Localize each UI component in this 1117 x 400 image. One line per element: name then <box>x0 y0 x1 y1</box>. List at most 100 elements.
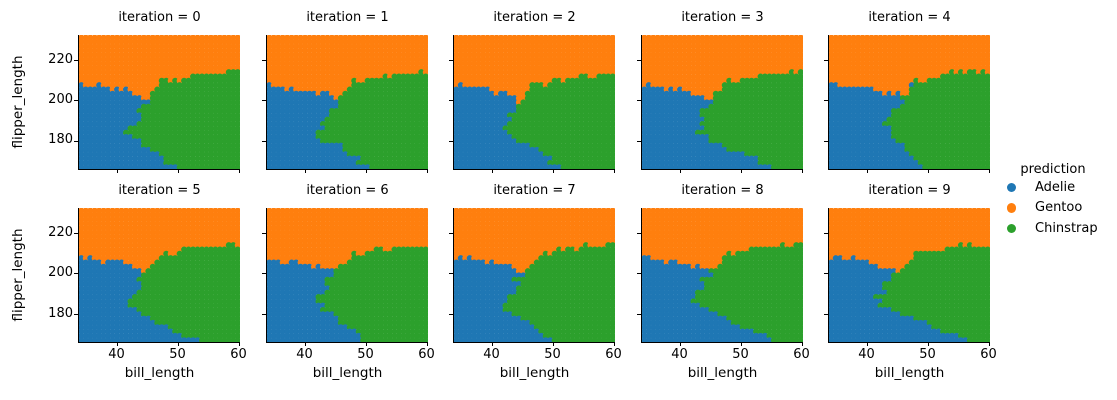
y-tick-mark <box>637 140 641 142</box>
y-tick-mark <box>824 313 828 315</box>
y-tick-mark <box>637 313 641 315</box>
legend-label: Adelie <box>1035 180 1076 195</box>
x-tick-label: 60 <box>793 347 810 362</box>
decision-boundary-plot <box>829 208 990 342</box>
y-tick-mark <box>262 60 266 61</box>
x-tick-mark <box>116 169 118 173</box>
x-tick-label: 50 <box>919 347 936 362</box>
x-tick-mark <box>988 169 990 173</box>
x-tick-label: 60 <box>980 347 997 362</box>
decision-boundary-plot <box>79 35 240 169</box>
x-tick-mark <box>304 169 306 173</box>
facet-iteration-3: iteration = 3 <box>637 10 803 173</box>
decision-boundary-plot <box>454 208 615 342</box>
y-tick-mark <box>637 273 641 275</box>
x-tick-mark <box>740 169 742 173</box>
y-tick-label: 200 <box>48 92 73 107</box>
chinstrap-dot-icon <box>1007 223 1017 234</box>
decision-boundary-plot <box>267 35 428 169</box>
facet-title: iteration = 9 <box>868 183 951 198</box>
y-tick-mark <box>637 233 641 234</box>
adelie-dot-icon <box>1007 183 1017 193</box>
legend-item-gentoo: Gentoo <box>998 198 1117 218</box>
x-tick-label: 50 <box>169 347 186 362</box>
x-tick-mark <box>927 342 929 346</box>
facet-iteration-0: iteration = 0 <box>74 10 240 173</box>
x-tick-mark <box>238 342 240 346</box>
decision-boundary-plot <box>642 208 803 342</box>
x-tick-mark <box>927 169 929 173</box>
y-tick-mark <box>824 140 828 142</box>
x-tick-label: 40 <box>296 347 313 362</box>
legend-item-adelie: Adelie <box>998 178 1117 198</box>
y-tick-label: 200 <box>48 265 73 280</box>
y-tick-mark <box>74 60 78 61</box>
x-axis-label: bill_length <box>499 365 570 381</box>
x-tick-label: 60 <box>605 347 622 362</box>
x-tick-mark <box>988 342 990 346</box>
facet-iteration-6: iteration = 6 40 50 60 bill_length <box>262 183 435 381</box>
legend-label: Gentoo <box>1035 200 1083 216</box>
facet-title: iteration = 5 <box>118 183 201 198</box>
x-tick-mark <box>613 342 615 346</box>
x-tick-label: 60 <box>230 347 247 362</box>
facet-title: iteration = 1 <box>306 10 389 25</box>
y-tick-mark <box>74 313 78 315</box>
y-axis-label-row0: flipper_length <box>10 55 26 149</box>
facet-title: iteration = 3 <box>681 10 764 25</box>
y-tick-mark <box>262 100 266 102</box>
decision-boundary-plot <box>829 35 990 169</box>
facet-iteration-8: iteration = 8 40 50 60 bill_length <box>637 183 810 381</box>
legend-item-chinstrap: Chinstrap <box>998 219 1117 239</box>
facet-title: iteration = 2 <box>493 10 576 25</box>
y-tick-label: 220 <box>48 52 73 67</box>
y-tick-mark <box>74 233 78 234</box>
y-tick-mark <box>449 60 453 61</box>
y-tick-label: 220 <box>48 225 73 240</box>
x-tick-mark <box>426 169 428 173</box>
y-tick-mark <box>449 233 453 234</box>
y-tick-mark <box>262 233 266 234</box>
y-tick-mark <box>74 140 78 142</box>
legend: prediction Adelie Gentoo Chinstrap <box>998 161 1117 239</box>
x-tick-label: 40 <box>108 347 125 362</box>
x-tick-label: 40 <box>858 347 875 362</box>
decision-boundary-plot <box>454 35 615 169</box>
decision-boundary-plot <box>267 208 428 342</box>
y-axis-label-row1: flipper_length <box>10 228 26 322</box>
x-tick-mark <box>365 342 367 346</box>
y-tick-mark <box>824 233 828 234</box>
y-tick-label: 180 <box>48 132 73 147</box>
x-tick-mark <box>304 342 306 346</box>
facet-iteration-9: iteration = 9 40 50 60 bill_length <box>824 183 997 381</box>
x-tick-label: 60 <box>418 347 435 362</box>
y-tick-mark <box>824 60 828 61</box>
facet-iteration-2: iteration = 2 <box>449 10 615 173</box>
y-tick-mark <box>824 100 828 102</box>
y-tick-label: 180 <box>48 306 73 321</box>
x-tick-mark <box>740 342 742 346</box>
facet-title: iteration = 4 <box>868 10 951 25</box>
x-tick-mark <box>866 169 868 173</box>
x-axis-label: bill_length <box>312 365 383 381</box>
y-tick-mark <box>74 273 78 275</box>
facet-title: iteration = 6 <box>306 183 389 198</box>
x-tick-label: 50 <box>544 347 561 362</box>
y-tick-mark <box>449 313 453 315</box>
x-tick-mark <box>801 169 803 173</box>
y-tick-mark <box>449 140 453 142</box>
x-tick-mark <box>679 169 681 173</box>
x-tick-mark <box>116 342 118 346</box>
x-tick-mark <box>801 342 803 346</box>
x-tick-mark <box>552 169 554 173</box>
y-tick-mark <box>262 140 266 142</box>
gentoo-dot-icon <box>1007 203 1017 213</box>
facet-iteration-5: iteration = 5 40 50 60 bill_length <box>74 183 247 381</box>
x-axis-label: bill_length <box>124 365 195 381</box>
legend-label: Chinstrap <box>1035 220 1098 236</box>
x-tick-mark <box>491 342 493 346</box>
y-tick-mark <box>262 313 266 315</box>
x-tick-mark <box>177 169 179 173</box>
x-tick-mark <box>177 342 179 346</box>
